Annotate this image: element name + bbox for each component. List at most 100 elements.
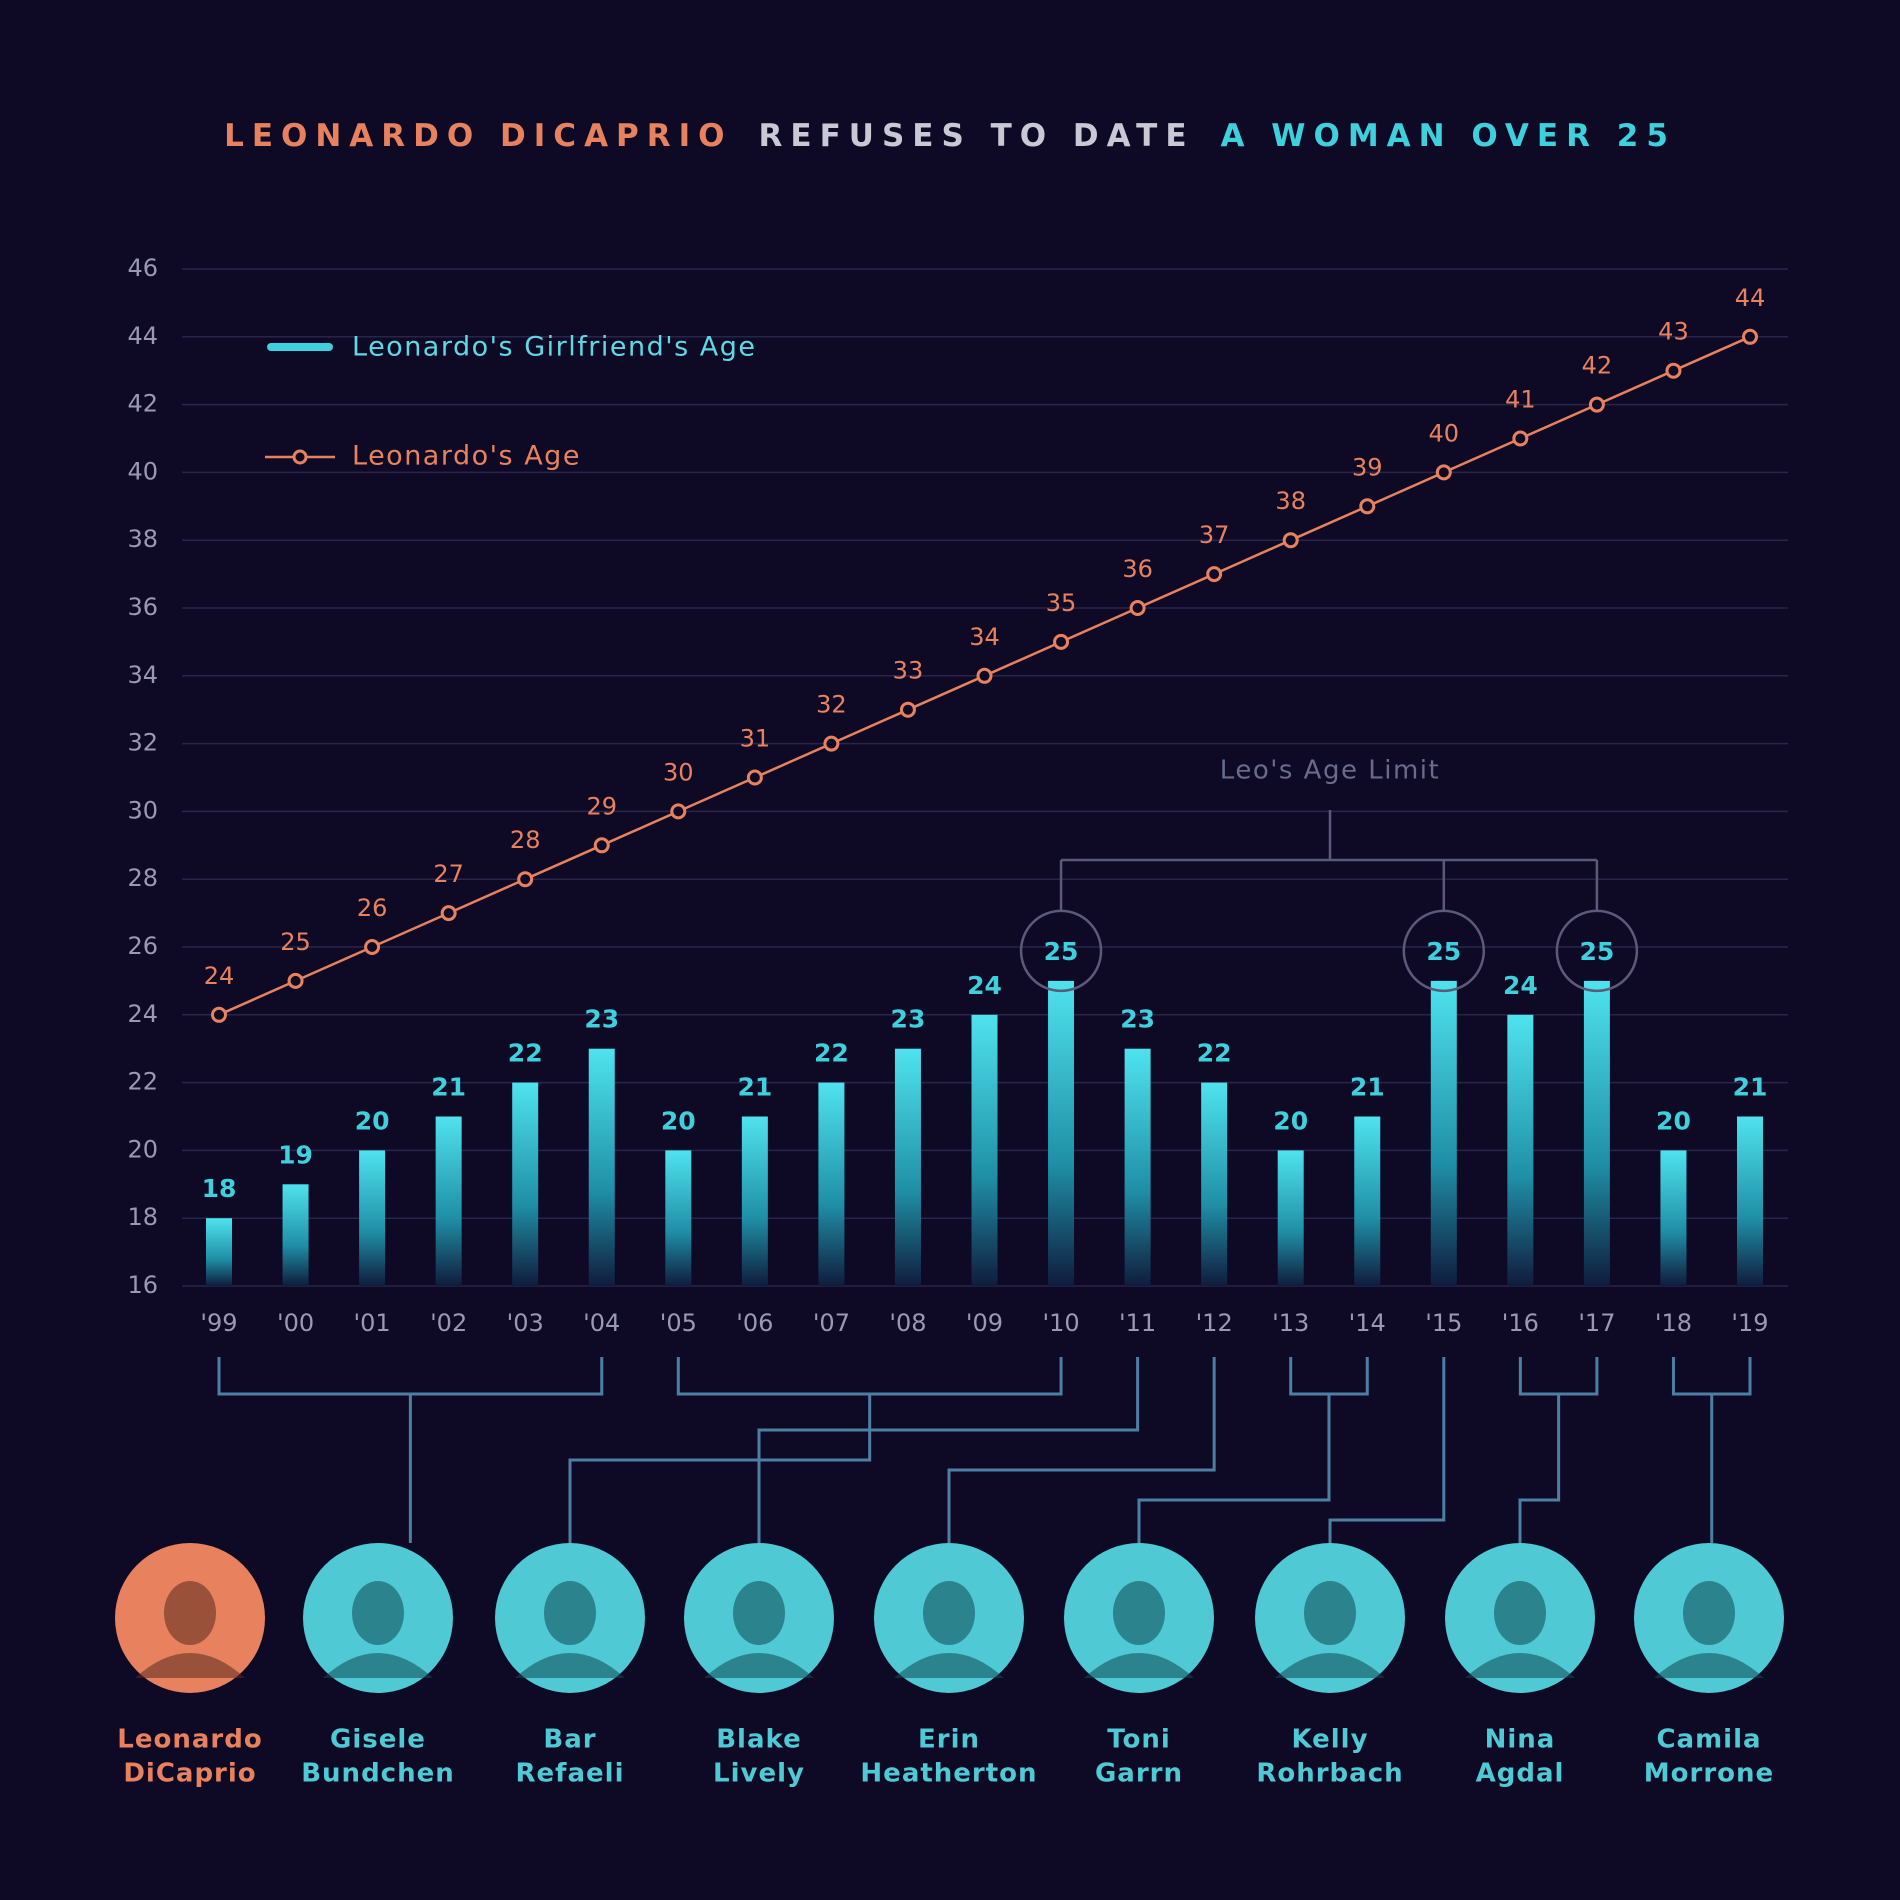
y-tick-label: 16 [127,1271,158,1299]
x-tick-label: '07 [813,1309,850,1337]
bar [1354,1116,1381,1286]
person-connector [217,1357,604,1543]
line-point [364,939,381,955]
y-tick-label: 42 [127,390,158,418]
bar [1660,1150,1687,1286]
line-value-label: 42 [1582,352,1613,380]
line-value-label: 43 [1658,318,1689,346]
bar-value-label: 24 [967,971,1002,1000]
legend-swatch [267,343,333,351]
line-point [1359,498,1376,515]
line-value-label: 38 [1275,487,1306,515]
line-point [1742,328,1758,345]
line-point [1435,464,1452,481]
bar [1201,1082,1228,1286]
x-tick-label: '06 [736,1309,773,1337]
bar-value-label: 25 [1426,937,1461,966]
person-name: Erin [918,1725,980,1755]
y-tick-label: 36 [127,593,158,621]
bar [894,1048,921,1286]
person-connector [757,1357,1140,1543]
person-connector [1137,1357,1369,1543]
bar-value-label: 21 [1733,1073,1768,1102]
line-value-label: 34 [969,623,1000,651]
title-part: LEONARDO DICAPRIO [224,118,732,154]
x-tick-label: '13 [1272,1309,1309,1337]
line-value-label: 27 [433,860,464,888]
line-value-label: 30 [663,758,694,786]
x-tick-label: '03 [507,1309,544,1337]
photo-silhouette [923,1581,975,1645]
line-value-label: 33 [893,657,924,685]
person-connector [568,1357,1063,1543]
x-tick-label: '99 [200,1309,237,1337]
bar [1430,980,1457,1286]
photo-silhouette [352,1581,404,1645]
person-name: Morrone [1644,1759,1774,1789]
person-connector [947,1357,1216,1543]
person-name: Leonardo [117,1725,262,1755]
person-connector [1328,1357,1446,1543]
person-name: Rohrbach [1256,1759,1403,1789]
bar-value-label: 22 [508,1039,543,1068]
bar [1048,980,1075,1286]
y-tick-label: 44 [127,322,158,350]
bar-value-label: 18 [202,1174,237,1203]
x-tick-label: '10 [1042,1309,1079,1337]
photo-silhouette [704,1653,814,1678]
bar-value-label: 25 [1580,937,1615,966]
line-point [746,769,763,786]
annotation-connector [1059,810,1599,911]
photo-silhouette [323,1653,433,1678]
line-point [899,701,916,718]
person-name: Bundchen [301,1759,455,1789]
y-tick-label: 22 [127,1068,158,1096]
y-tick-label: 46 [127,254,158,282]
chart-title: LEONARDO DICAPRIO REFUSES TO DATE A WOMAN … [224,118,1676,154]
bar-value-label: 21 [1350,1073,1385,1102]
x-tick-label: '12 [1196,1309,1233,1337]
person-name: Garrn [1095,1759,1183,1789]
line-point [440,905,457,922]
x-tick-label: '00 [277,1309,314,1337]
x-tick-label: '16 [1502,1309,1539,1337]
bar-value-label: 23 [891,1005,926,1034]
line-value-label: 40 [1429,419,1460,447]
line-value-label: 26 [357,894,388,922]
x-tick-label: '17 [1578,1309,1615,1337]
bar [1583,980,1610,1286]
x-tick-label: '08 [889,1309,926,1337]
y-tick-label: 32 [127,729,158,757]
line-point [670,803,687,820]
line-value-label: 36 [1122,555,1153,583]
line-point [823,735,840,752]
person-name: Kelly [1291,1725,1368,1755]
person-name: Gisele [330,1725,426,1755]
person-connector [1671,1357,1752,1543]
line-value-label: 32 [816,691,847,719]
photo-silhouette [1304,1581,1356,1645]
photo-silhouette [1465,1653,1575,1678]
bar-value-label: 21 [737,1073,772,1102]
bar [1124,1048,1151,1286]
x-tick-label: '02 [430,1309,467,1337]
x-tick-label: '18 [1655,1309,1692,1337]
x-tick-label: '01 [354,1309,391,1337]
person-name: Lively [713,1759,805,1789]
bar [1737,1116,1763,1286]
person-name: DiCaprio [123,1759,256,1789]
bar-value-label: 20 [661,1106,696,1135]
line-value-label: 25 [280,928,311,956]
line-point [593,837,610,854]
bar [359,1150,386,1286]
bar [435,1116,462,1286]
person-name: Heatherton [860,1759,1037,1789]
bar [971,1014,998,1286]
line-value-label: 31 [740,725,771,753]
person-name: Nina [1485,1725,1556,1755]
bar [741,1116,768,1286]
legend-marker [292,449,308,465]
annotation: Leo's Age Limit [1220,756,1440,786]
line-value-label: 44 [1735,284,1766,312]
bar-value-label: 23 [584,1005,619,1034]
